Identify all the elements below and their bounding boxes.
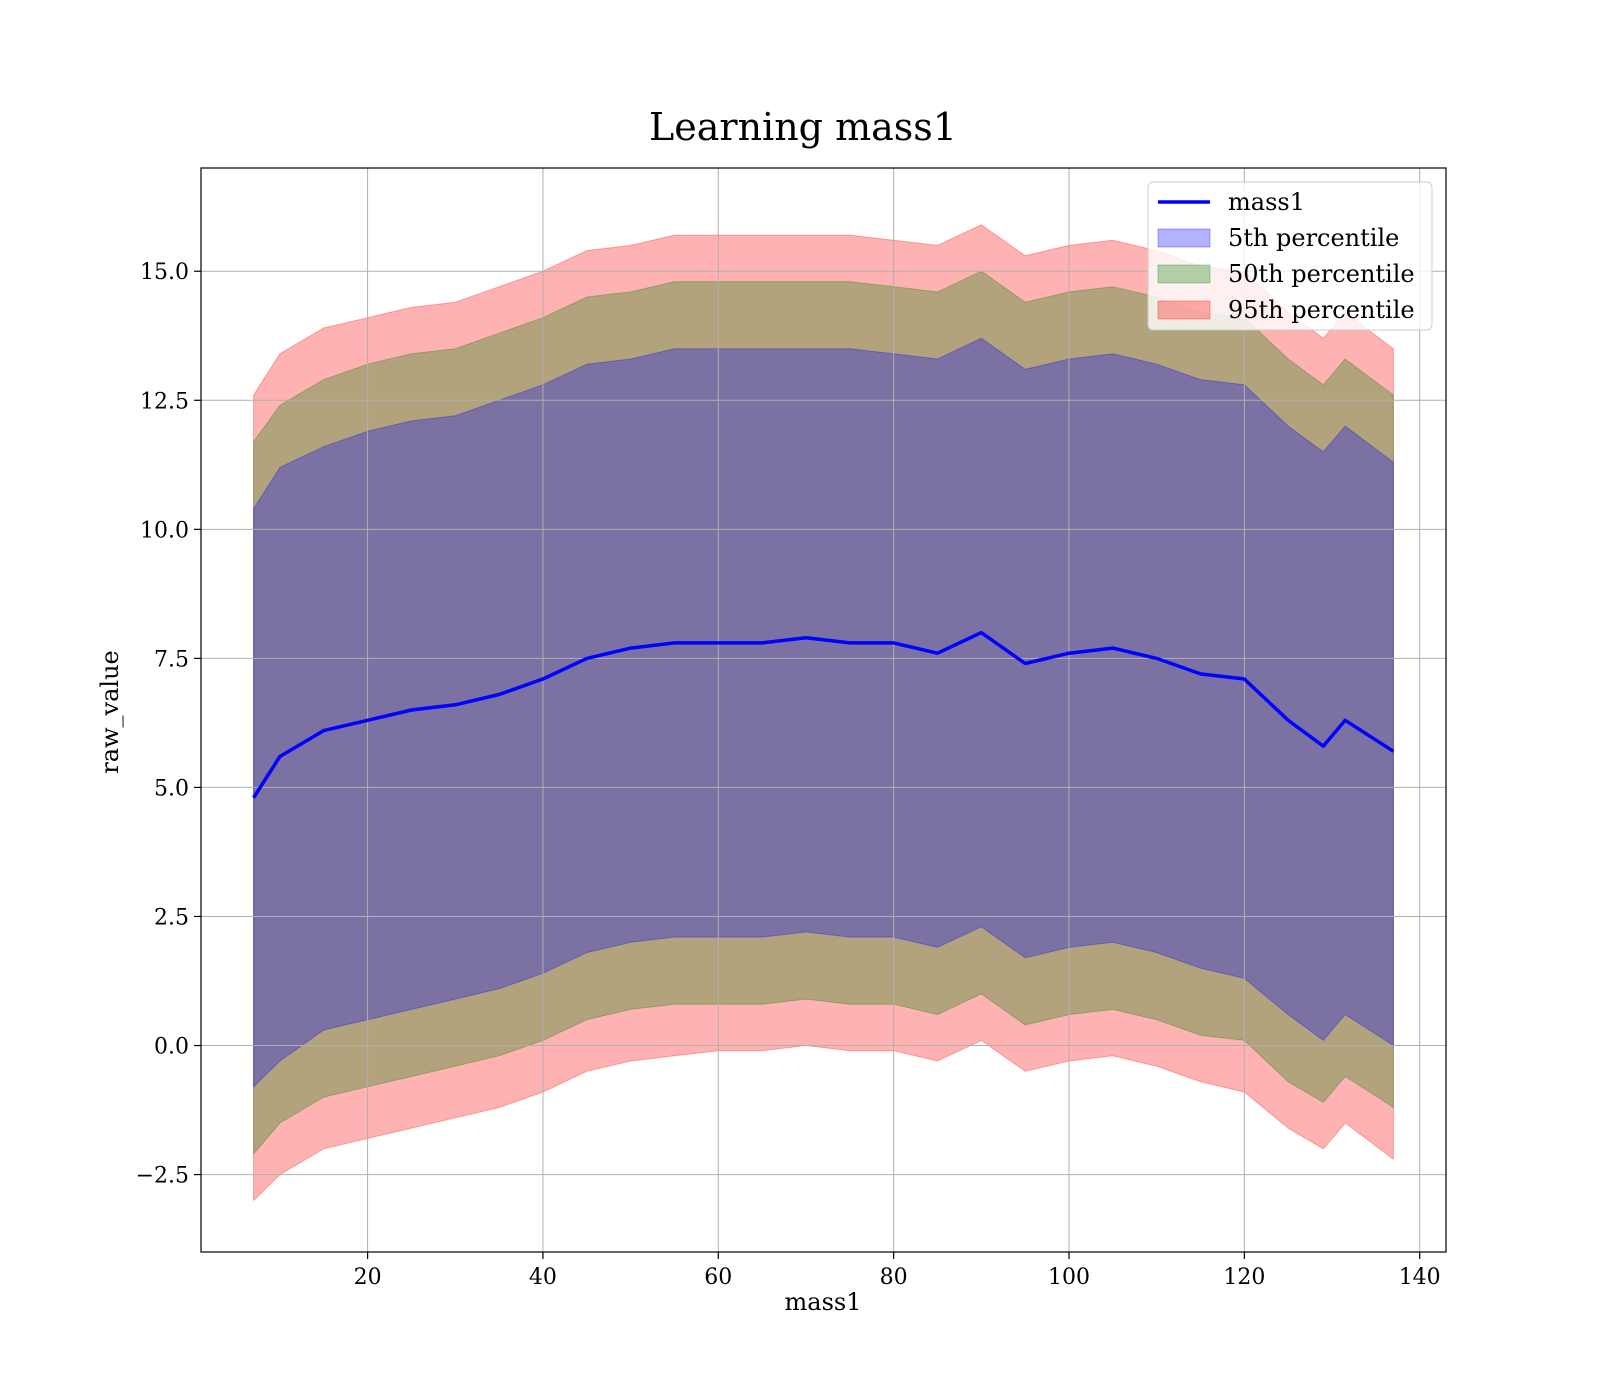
y-tick-label: 2.5 [154,905,189,930]
legend-label-50th-percentile: 50th percentile [1228,260,1415,288]
y-tick-label: 5.0 [154,776,189,801]
y-tick-label: 15.0 [140,260,189,285]
x-tick-label: 80 [880,1265,908,1290]
y-ticks: −2.5 0.0 2.5 5.0 7.5 10.0 12.5 15.0 [136,260,201,1189]
legend: mass1 5th percentile 50th percentile 95th p… [1147,181,1433,331]
x-tick-label: 100 [1048,1265,1090,1290]
x-tick-label: 120 [1223,1265,1265,1290]
y-tick-label: 0.0 [154,1035,189,1060]
legend-label-95th-percentile: 95th percentile [1228,296,1415,324]
legend-label-5th-percentile: 5th percentile [1228,224,1399,252]
y-tick-label: 12.5 [140,389,189,414]
y-tick-label: 7.5 [154,647,189,672]
x-tick-label: 140 [1399,1265,1441,1290]
legend-swatch-95th-percentile [1157,300,1211,320]
y-axis-title: raw_value [96,650,124,774]
plot-frame [200,167,1447,1253]
chart-title: Learning mass1 [649,105,957,149]
legend-swatch-5th-percentile [1157,228,1211,248]
x-axis-title: mass1 [785,1288,862,1316]
x-tick-label: 40 [529,1265,557,1290]
series-line-layer [252,630,1395,799]
x-tick-label: 20 [354,1265,382,1290]
band-50th-percentile [253,270,1394,1156]
y-tick-label: 10.0 [140,518,189,543]
legend-label-mass1: mass1 [1228,188,1305,216]
legend-box [1147,181,1433,331]
series-line-mass1 [252,630,1395,799]
band-95th-percentile [253,224,1394,1202]
x-ticks: 20 40 60 80 100 120 140 [354,1252,1441,1290]
percentile-bands [253,224,1394,1202]
x-tick-label: 60 [704,1265,732,1290]
legend-swatch-50th-percentile [1157,264,1211,284]
y-tick-label: −2.5 [136,1164,189,1189]
